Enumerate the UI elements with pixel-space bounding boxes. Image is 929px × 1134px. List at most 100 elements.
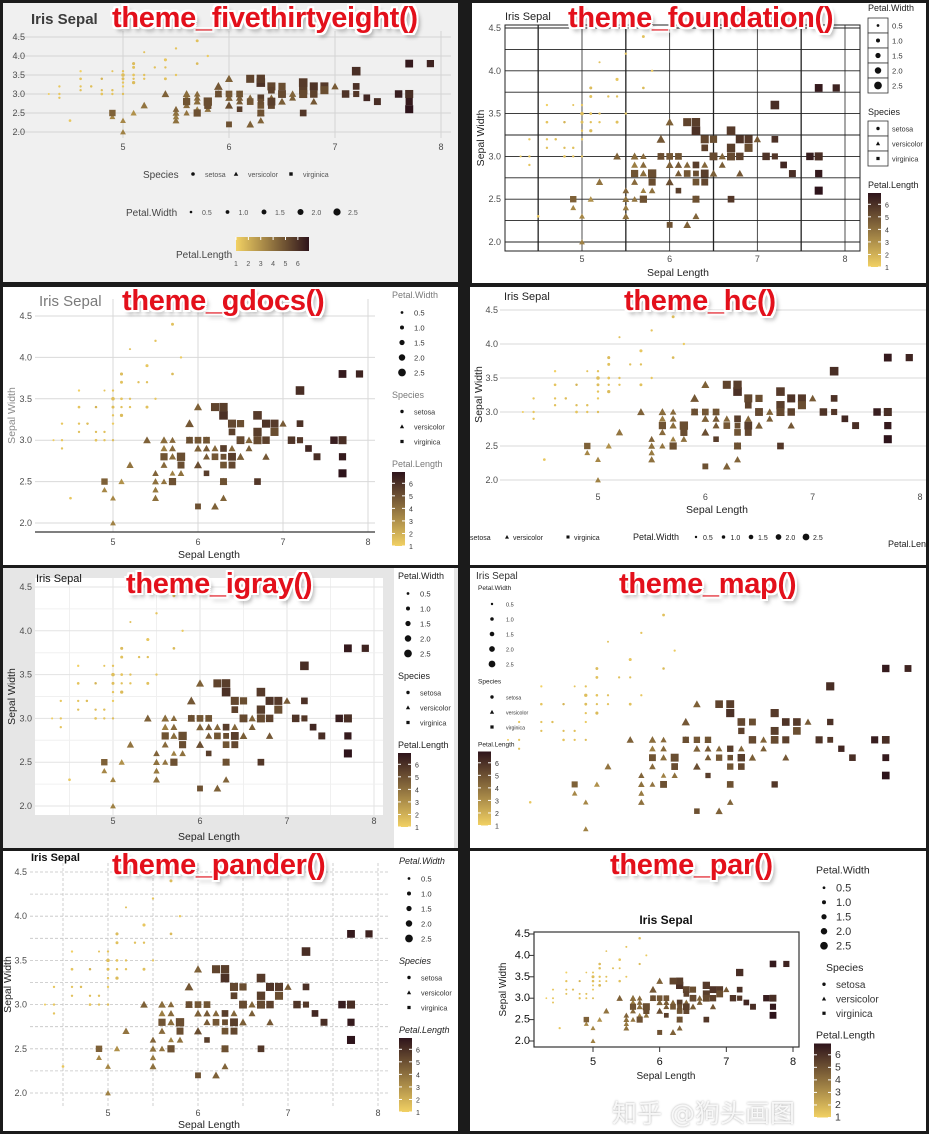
virginica-point xyxy=(723,422,731,429)
virginica-point xyxy=(268,86,275,94)
versicolor-point xyxy=(623,1021,629,1026)
virginica-point xyxy=(815,169,823,178)
setosa-point xyxy=(77,664,80,668)
legend-label-size: 2.0 xyxy=(420,635,431,644)
y-tick-label: 3.5 xyxy=(19,670,32,680)
setosa-point xyxy=(580,138,584,141)
virginica-point xyxy=(755,408,763,416)
panel-background xyxy=(470,851,926,1131)
versicolor-point xyxy=(245,444,253,452)
virginica-point xyxy=(236,90,243,98)
x-tick-label: 8 xyxy=(365,537,370,547)
virginica-point xyxy=(236,420,245,428)
setosa-point xyxy=(572,155,575,158)
legend-label-size: 2.5 xyxy=(813,535,823,542)
colorbar-tick-label: 6 xyxy=(409,481,413,488)
versicolor-point xyxy=(245,436,253,444)
legend-key-size xyxy=(406,905,412,912)
versicolor-point xyxy=(595,178,604,186)
setosa-point xyxy=(169,932,173,936)
legend-label-size: 0.5 xyxy=(836,882,851,894)
legend-label-species: setosa xyxy=(421,974,442,983)
virginica-point xyxy=(676,999,683,1006)
setosa-point xyxy=(641,35,645,39)
petal-length-colorbar xyxy=(868,193,881,267)
virginica-point xyxy=(347,929,355,938)
virginica-point xyxy=(182,97,191,106)
virginica-point xyxy=(787,408,795,416)
setosa-point xyxy=(52,1003,56,1006)
virginica-point xyxy=(318,732,326,740)
virginica-point xyxy=(743,999,750,1006)
virginica-point xyxy=(783,960,790,968)
setosa-point xyxy=(121,73,125,77)
setosa-point xyxy=(640,631,643,634)
legend-label-size: 1.5 xyxy=(420,620,431,629)
versicolor-point xyxy=(669,422,677,429)
virginica-point xyxy=(584,442,591,450)
versicolor-point xyxy=(648,449,655,456)
legend-title-species: Species xyxy=(826,962,863,974)
x-tick-label: 6 xyxy=(226,142,231,152)
setosa-point xyxy=(106,958,110,963)
virginica-point xyxy=(630,169,639,178)
setosa-point xyxy=(111,89,114,92)
versicolor-point xyxy=(631,178,639,185)
legend: SpeciessetosaversicolorvirginicaPetal.Wi… xyxy=(470,532,926,549)
versicolor-point xyxy=(734,456,742,463)
x-tick-label: 5 xyxy=(110,816,115,826)
virginica-point xyxy=(769,1003,777,1010)
versicolor-point xyxy=(160,444,168,452)
virginica-point xyxy=(236,436,245,444)
chart-title: Iris Sepal xyxy=(31,852,80,864)
setosa-point xyxy=(595,693,599,697)
setosa-point xyxy=(586,404,589,407)
legend-key-setosa xyxy=(400,409,404,414)
legend-label-species: setosa xyxy=(836,980,866,991)
setosa-point xyxy=(586,410,589,414)
versicolor-point xyxy=(615,428,624,436)
setosa-point xyxy=(528,155,531,158)
versicolor-point xyxy=(631,161,639,168)
setosa-point xyxy=(611,967,615,970)
versicolor-point xyxy=(179,750,186,757)
setosa-point xyxy=(132,65,136,69)
setosa-point xyxy=(607,362,611,366)
virginica-point xyxy=(709,152,718,161)
legend-label-size: 2.5 xyxy=(414,369,425,378)
virginica-point xyxy=(726,781,734,788)
versicolor-point xyxy=(681,717,690,726)
versicolor-point xyxy=(283,697,291,704)
legend-key-size xyxy=(333,208,341,216)
setosa-point xyxy=(638,937,641,940)
y-axis-label: Sepal Width xyxy=(3,956,14,1013)
versicolor-point xyxy=(639,170,647,177)
chart-title: Iris Sepal xyxy=(505,11,551,23)
setosa-point xyxy=(60,422,64,425)
versicolor-point xyxy=(674,161,683,168)
setosa-point xyxy=(618,383,621,386)
colorbar-tick-label: 4 xyxy=(495,786,499,793)
setosa-point xyxy=(540,729,543,733)
setosa-point xyxy=(572,146,575,150)
versicolor-point xyxy=(235,94,244,101)
virginica-point xyxy=(702,990,710,998)
versicolor-point xyxy=(205,723,213,731)
virginica-point xyxy=(176,1027,184,1035)
legend-title-color: Petal.Length xyxy=(868,180,919,190)
setosa-point xyxy=(77,430,81,434)
setosa-point xyxy=(120,405,123,409)
virginica-point xyxy=(246,98,254,105)
virginica-point xyxy=(683,118,692,127)
chart-panel: Iris Sepal Petal.Width 0.5 1.0 1.5 2.0 2.5 Spec… xyxy=(470,568,926,848)
virginica-point xyxy=(782,736,790,744)
setosa-point xyxy=(121,70,125,73)
virginica-point xyxy=(341,90,350,98)
setosa-point xyxy=(628,702,632,706)
setosa-point xyxy=(573,685,576,688)
legend-key-size xyxy=(820,928,828,935)
y-tick-label: 4.0 xyxy=(19,352,32,362)
versicolor-point xyxy=(748,754,757,761)
setosa-point xyxy=(88,1003,92,1006)
virginica-point xyxy=(256,973,266,983)
